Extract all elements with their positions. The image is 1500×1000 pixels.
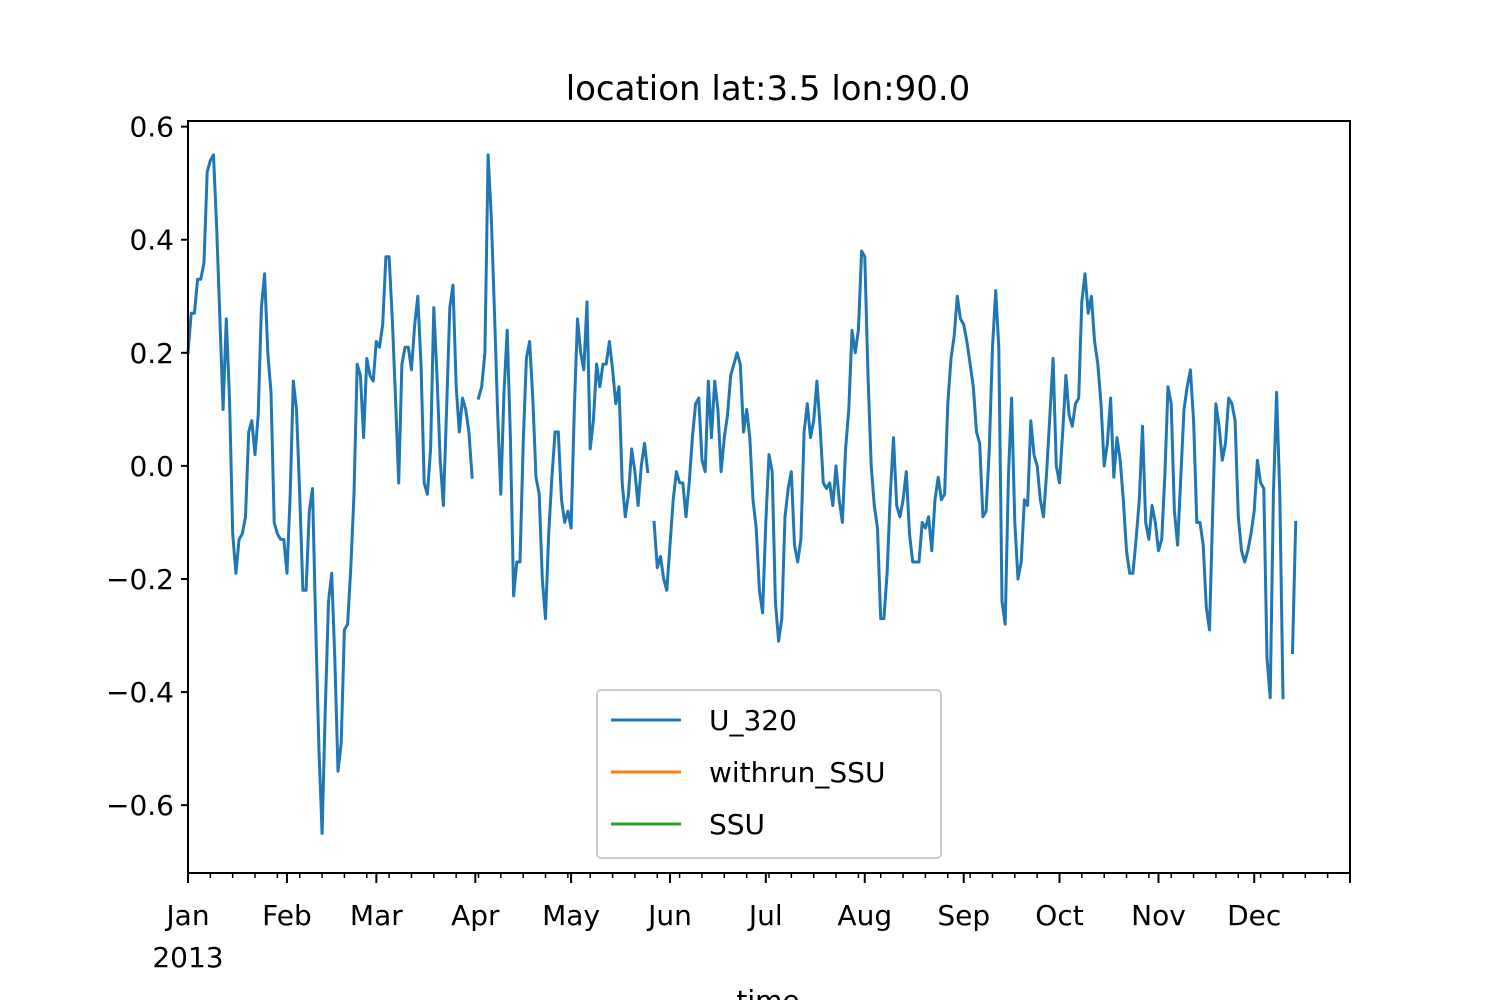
x-tick-label: Aug xyxy=(837,899,892,932)
x-tick-label: Oct xyxy=(1035,899,1083,932)
x-tick-label: Apr xyxy=(451,899,500,932)
x-tick-label: Jan xyxy=(164,899,209,932)
y-tick-label: −0.6 xyxy=(106,789,174,822)
x-tick-label: Nov xyxy=(1131,899,1186,932)
y-tick-label: 0.0 xyxy=(129,450,174,483)
plot-area xyxy=(186,153,1298,835)
axes-frame xyxy=(187,120,1351,874)
y-tick-label: −0.4 xyxy=(106,676,174,709)
x-tick-label: Dec xyxy=(1227,899,1281,932)
x-tick-label: Sep xyxy=(937,899,990,932)
y-tick-label: 0.4 xyxy=(129,224,174,257)
x-tick-label: Jun xyxy=(646,899,692,932)
x-axis-title: time xyxy=(736,984,799,1000)
legend: U_320 withrun_SSU SSU xyxy=(596,689,942,859)
legend-label: SSU xyxy=(709,808,765,841)
x-tick-label: Mar xyxy=(350,899,403,932)
x-axis: Jan Feb Mar Apr May Jun Jul Aug Sep Oct Nov Dec 2013 xyxy=(152,873,1351,974)
legend-label: withrun_SSU xyxy=(709,756,885,789)
x-tick-label: May xyxy=(542,899,600,932)
chart-title: location lat:3.5 lon:90.0 xyxy=(566,69,971,109)
legend-label: U_320 xyxy=(709,704,797,737)
y-tick-label: −0.2 xyxy=(106,563,174,596)
y-axis: 0.6 0.4 0.2 0.0 −0.2 −0.4 −0.6 xyxy=(106,111,188,822)
legend-box xyxy=(596,689,942,859)
x-tick-label: Jul xyxy=(747,899,783,932)
x-year-label: 2013 xyxy=(152,941,223,974)
x-tick-label: Feb xyxy=(262,899,312,932)
y-tick-label: 0.6 xyxy=(129,111,174,144)
series-line-U_320 xyxy=(186,153,1298,835)
y-tick-label: 0.2 xyxy=(129,337,174,370)
